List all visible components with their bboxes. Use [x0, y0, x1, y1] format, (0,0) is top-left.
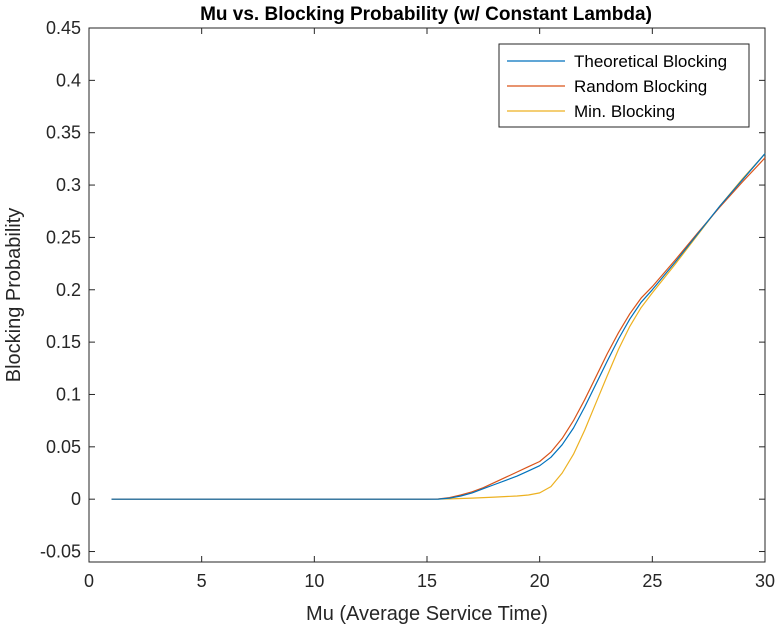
chart-title: Mu vs. Blocking Probability (w/ Constant…: [200, 4, 652, 25]
legend-label: Min. Blocking: [574, 102, 675, 121]
legend-label: Random Blocking: [574, 77, 707, 96]
y-tick-label: 0.3: [56, 175, 81, 195]
y-axis-label: Blocking Probability: [3, 208, 25, 383]
legend: Theoretical Blocking Random Blocking Min. …: [498, 43, 750, 128]
y-tick-label: 0: [71, 489, 81, 509]
x-tick-label: 15: [417, 571, 437, 591]
x-tick-label: 25: [642, 571, 662, 591]
series-line-2: [111, 153, 766, 500]
y-tick-label: 0.2: [56, 280, 81, 300]
y-tick-label: 0.25: [46, 227, 81, 247]
y-tick-label: 0.05: [46, 437, 81, 457]
y-tick-label: 0.4: [56, 70, 81, 90]
y-tick-label: 0.45: [46, 18, 81, 38]
y-tick-label: 0.15: [46, 332, 81, 352]
series-line-0: [111, 153, 766, 500]
x-tick-label: 30: [755, 571, 775, 591]
y-tick-label: -0.05: [40, 542, 81, 562]
legend-label: Theoretical Blocking: [574, 52, 727, 71]
x-tick-label: 0: [84, 571, 94, 591]
series-lines: [111, 153, 766, 500]
x-tick-label: 20: [530, 571, 550, 591]
x-tick-label: 5: [197, 571, 207, 591]
tick-group: 0 5 10 15 20 25 30-0.0500.050.10.150.20.250.30…: [40, 18, 775, 591]
x-axis-label: Mu (Average Service Time): [306, 603, 548, 625]
y-tick-label: 0.1: [56, 384, 81, 404]
x-tick-label: 10: [304, 571, 324, 591]
y-tick-label: 0.35: [46, 123, 81, 143]
